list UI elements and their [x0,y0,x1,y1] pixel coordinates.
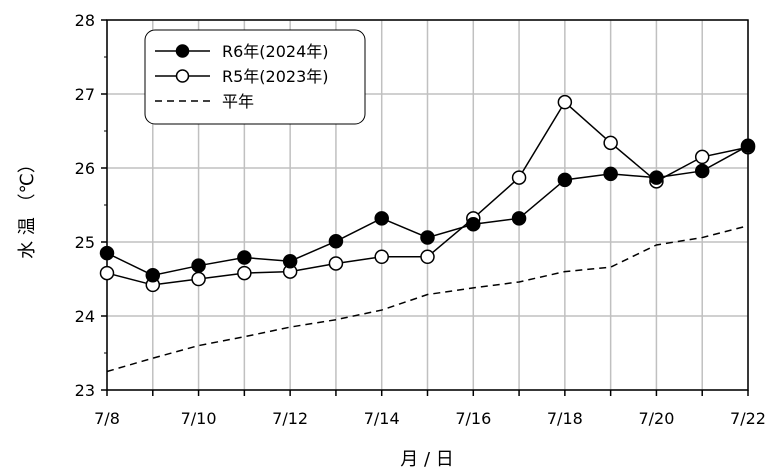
y-tick-label: 27 [75,85,95,104]
legend-marker [175,44,190,58]
data-point [99,265,115,281]
y-axis: 23 24 25 26 27 28 [75,11,107,400]
data-point [694,163,710,179]
y-axis-title: 水 温 （℃） [17,155,38,259]
x-axis-title: 月 / 日 [400,449,454,470]
legend-label: R6年(2024年) [222,42,329,61]
x-tick-label: 7/12 [272,409,308,428]
data-point [649,170,664,185]
legend-label: R5年(2023年) [222,67,329,86]
x-tick-label: 7/16 [455,409,491,428]
data-point [145,268,161,283]
y-tick-label: 23 [75,381,95,400]
data-point [328,256,344,271]
y-tick-label: 28 [75,11,95,30]
data-point [420,249,435,265]
data-point [374,211,389,226]
series-layer [99,94,756,373]
series-0 [99,138,756,283]
series-line [106,224,749,373]
data-point [557,94,573,110]
data-point [237,265,252,281]
legend-marker [175,69,190,83]
y-tick-label: 26 [75,159,95,178]
data-point [99,245,115,261]
data-point [282,253,298,269]
y-tick-label: 24 [75,307,95,326]
legend-entry: R6年(2024年) [155,42,329,61]
x-tick-label: 7/22 [730,409,766,428]
data-point [694,149,710,165]
data-point [557,172,573,188]
data-point [603,135,618,151]
x-axis: 7/8 7/10 7/12 7/14 7/16 7/18 7/20 7/22 [94,390,766,428]
legend-entry: 平年 [155,92,254,111]
series-1 [99,94,756,293]
data-point [237,250,252,265]
legend-box [144,29,366,125]
data-point [511,211,527,226]
series-2 [106,224,749,373]
data-point [740,138,756,154]
x-tick-label: 7/14 [364,409,400,428]
data-point [603,166,618,182]
x-tick-label: 7/20 [638,409,674,428]
legend-entry: R5年(2023年) [155,67,329,86]
legend-label: 平年 [222,92,254,111]
data-point [191,258,206,273]
x-tick-label: 7/10 [181,409,217,428]
legend: R6年(2024年) R5年(2023年) 平年 [144,29,366,125]
data-point [466,216,481,232]
data-point [374,249,389,265]
data-point [191,271,206,287]
data-point [420,230,435,245]
y-tick-label: 25 [75,233,95,252]
data-point [328,234,344,249]
x-tick-label: 7/18 [547,409,583,428]
x-tick-label: 7/8 [94,409,120,428]
data-point [511,170,527,185]
